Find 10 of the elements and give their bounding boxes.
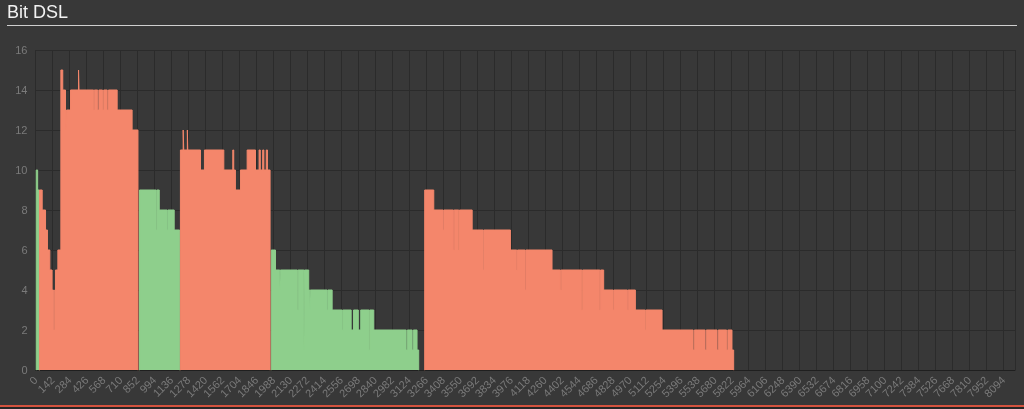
y-tick-label: 12 (15, 124, 28, 136)
y-tick-label: 16 (15, 44, 28, 56)
y-tick-label: 2 (21, 324, 28, 336)
y-tick-label: 0 (21, 364, 28, 376)
y-tick-label: 8 (21, 204, 28, 216)
y-tick-label: 10 (15, 164, 28, 176)
y-tick-label: 14 (15, 84, 28, 96)
y-tick-label: 6 (21, 244, 28, 256)
chart-title: Bit DSL (7, 0, 1017, 26)
y-tick-label: 4 (21, 284, 28, 296)
